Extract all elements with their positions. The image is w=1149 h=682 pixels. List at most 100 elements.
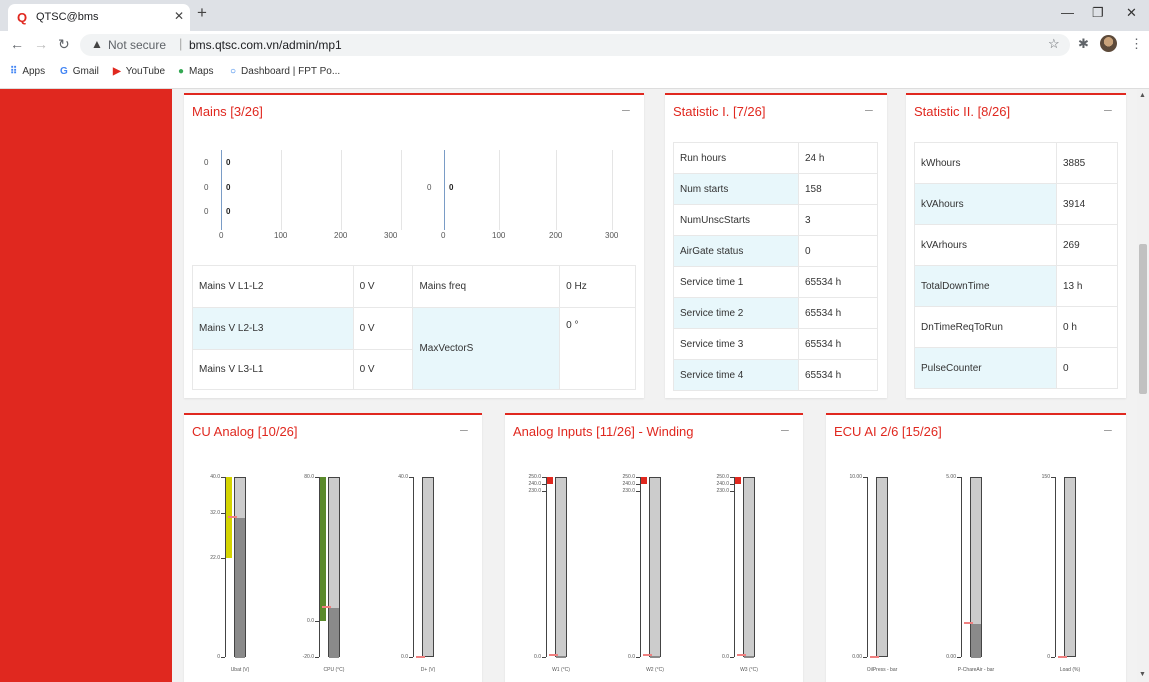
gauge-label: Load (%) xyxy=(1059,667,1081,673)
gauge-value-marker xyxy=(964,621,973,624)
right-tick: 0 xyxy=(441,231,446,240)
gauge-range-band xyxy=(735,477,741,485)
gauge-axis xyxy=(640,477,641,657)
gauge-fill xyxy=(650,655,660,658)
bookmark-star-icon[interactable]: ☆ xyxy=(1048,36,1060,51)
mains-v23-label: Mains V L2-L3 xyxy=(192,307,354,350)
stat2-row: DnTimeReqToRun 0 h xyxy=(914,306,1118,348)
page-scrollbar[interactable]: ▲ ▼ xyxy=(1137,89,1149,682)
gauge-tick-label: 0.0 xyxy=(401,654,408,660)
reload-icon[interactable]: ↻ xyxy=(58,36,70,52)
analog-inputs-minimize-icon[interactable]: – xyxy=(781,421,789,437)
stat1-row: Service time 1 65534 h xyxy=(673,266,878,298)
gauge-tick-label: 0.0 xyxy=(534,654,541,660)
mains-v12-value: 0 V xyxy=(352,265,414,308)
bookmark-dashboard[interactable]: ○ Dashboard | FPT Po... xyxy=(230,66,341,77)
gauge-tick xyxy=(636,491,640,493)
gauge-tick xyxy=(730,484,734,486)
gauge-tick-label: 0.0 xyxy=(307,618,314,624)
right-tick: 300 xyxy=(605,231,619,240)
browser-tab[interactable]: Q QTSC@bms ✕ xyxy=(8,4,190,31)
statistic-1-minimize-icon[interactable]: – xyxy=(865,101,873,117)
bookmark-youtube[interactable]: ▶ YouTube xyxy=(113,66,165,77)
scrollbar-thumb[interactable] xyxy=(1139,244,1147,394)
gauge-bar xyxy=(555,477,567,658)
stat2-row: PulseCounter 0 xyxy=(914,347,1118,389)
scroll-up-icon[interactable]: ▲ xyxy=(1139,92,1146,99)
not-secure-label: Not secure xyxy=(108,38,167,52)
ecu-ai-panel: ECU AI 2/6 [15/26] – 10.00 0.00 OilPress -… xyxy=(826,413,1126,682)
gauge-fill xyxy=(556,655,566,658)
cu-analog-title: CU Analog [10/26] xyxy=(192,424,298,439)
gauge-tick xyxy=(957,477,961,478)
url-text[interactable]: bms.qtsc.com.vn/admin/mp1 xyxy=(189,38,342,52)
gauge-tick-label: 230.0 xyxy=(622,488,635,495)
gauge-value-marker xyxy=(228,515,237,518)
right-row-label: 0 xyxy=(427,183,432,192)
gauge-tick-label: 240.0 xyxy=(622,481,635,488)
stat1-value: 158 xyxy=(798,173,878,205)
tab-close-icon[interactable]: ✕ xyxy=(174,9,185,23)
mains-v31-value: 0 V xyxy=(352,349,414,390)
gauge-bar xyxy=(234,477,246,658)
statistic-2-table: kWhours 3885 kVAhours 3914 kVArhours 269 Total… xyxy=(914,142,1118,389)
gauge-tick xyxy=(1051,657,1055,658)
statistic-1-title: Statistic I. [7/26] xyxy=(673,104,766,119)
bookmark-gmail[interactable]: G Gmail xyxy=(60,66,99,77)
stat2-row: kVAhours 3914 xyxy=(914,183,1118,225)
restore-icon[interactable]: ❐ xyxy=(1092,5,1104,20)
gauge-label: W3 (°C) xyxy=(740,667,758,673)
back-icon[interactable]: ← xyxy=(10,36,24,52)
gauge-value-marker xyxy=(322,605,331,608)
mains-minimize-icon[interactable]: – xyxy=(622,101,630,117)
stat1-row: AirGate status 0 xyxy=(673,235,878,267)
gauge-tick-label: 150 xyxy=(1041,474,1050,480)
gauge-tick xyxy=(863,477,867,478)
profile-avatar[interactable] xyxy=(1100,35,1117,52)
bookmark-maps[interactable]: ● Maps xyxy=(178,66,214,77)
left-tick: 0 xyxy=(219,231,224,240)
gauge-tick-label: 0 xyxy=(1047,654,1050,660)
extensions-icon[interactable]: ✱ xyxy=(1078,36,1089,51)
gauge-tick xyxy=(863,657,867,658)
gauge-tick xyxy=(730,477,734,478)
statistic-2-minimize-icon[interactable]: – xyxy=(1104,101,1112,117)
right-row-value: 0 xyxy=(449,183,454,192)
gauge-tick-label: 80.0 xyxy=(304,474,314,480)
forward-icon[interactable]: → xyxy=(34,36,48,52)
stat1-label: Service time 2 xyxy=(673,297,799,329)
stat2-label: kVArhours xyxy=(914,224,1057,266)
scroll-down-icon[interactable]: ▼ xyxy=(1139,671,1146,678)
window-close-icon[interactable]: ✕ xyxy=(1126,5,1137,20)
gauge-axis xyxy=(546,477,547,657)
gauge-tick-label: 0.0 xyxy=(628,654,635,660)
gauge-tick xyxy=(315,621,319,622)
stat2-value: 3885 xyxy=(1056,142,1118,184)
gauge-tick xyxy=(221,513,225,514)
cu-analog-minimize-icon[interactable]: – xyxy=(460,421,468,437)
stat1-label: Service time 4 xyxy=(673,359,799,391)
analog-inputs-panel: Analog Inputs [11/26] - Winding – 250.0 2… xyxy=(505,413,803,682)
stat1-value: 65534 h xyxy=(798,297,878,329)
gauge-tick-label: 230.0 xyxy=(716,488,729,495)
gauge-tick xyxy=(315,477,319,478)
address-bar[interactable]: ▲ Not secure | bms.qtsc.com.vn/admin/mp1 xyxy=(80,34,1070,56)
gauge-tick xyxy=(542,477,546,478)
gauge-fill xyxy=(744,655,754,658)
gauge-axis xyxy=(734,477,735,657)
stat1-row: NumUnscStarts 3 xyxy=(673,204,878,236)
ecu-ai-minimize-icon[interactable]: – xyxy=(1104,421,1112,437)
minimize-icon[interactable]: — xyxy=(1061,5,1074,20)
apps-grid-icon: ⠿ xyxy=(10,66,18,77)
maps-pin-icon: ● xyxy=(178,66,185,77)
left-row-label: 0 xyxy=(204,183,209,192)
gauge-tick xyxy=(409,657,413,658)
gauge-tick xyxy=(221,657,225,658)
gauge-tick xyxy=(542,491,546,493)
menu-icon[interactable]: ⋮ xyxy=(1130,36,1143,51)
stat1-label: Run hours xyxy=(673,142,799,174)
bookmark-apps[interactable]: ⠿ Apps xyxy=(10,66,46,77)
left-row-value: 0 xyxy=(226,183,231,192)
new-tab-icon[interactable]: + xyxy=(197,3,207,22)
gauge-axis xyxy=(319,477,320,657)
